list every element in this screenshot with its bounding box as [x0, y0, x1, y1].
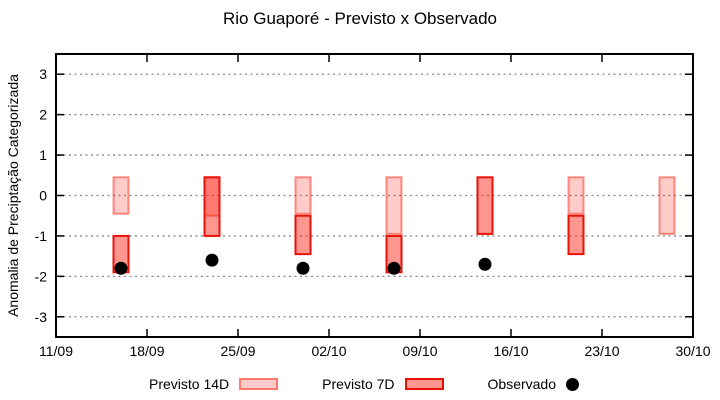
legend-item-previsto-7d: Previsto 7D: [322, 376, 444, 392]
bar-previsto-14d-16/09: [112, 176, 130, 215]
observed-point-07/10: [387, 261, 401, 275]
legend-swatch-previsto-14d: [239, 378, 279, 390]
y-tick-label: 1: [39, 147, 47, 163]
x-tick-label: 11/09: [39, 343, 73, 359]
bar-previsto-14d-07/10: [385, 176, 403, 235]
observed-point-30/09: [296, 261, 310, 275]
legend: Previsto 14D Previsto 7D Observado: [34, 373, 694, 395]
x-tick-label: 25/09: [220, 343, 255, 359]
bar-previsto-7d-30/09: [294, 214, 312, 256]
x-tick-label: 23/10: [584, 343, 619, 359]
x-tick-label: 30/10: [675, 343, 710, 359]
bar-previsto-7d-21/10: [567, 214, 585, 256]
y-tick-label: -3: [35, 309, 48, 325]
legend-swatch-previsto-7d: [404, 378, 444, 390]
y-tick-label: 3: [39, 66, 47, 82]
x-tick-label: 16/10: [493, 343, 528, 359]
legend-label-observado: Observado: [487, 376, 556, 392]
bar-previsto-14d-21/10: [567, 176, 585, 215]
observed-point-16/09: [114, 261, 128, 275]
legend-marker-observado: [566, 377, 579, 391]
chart-title: Rio Guaporé - Previsto x Observado: [222, 9, 497, 28]
y-axis-label: Anomalia de Preciptação Categorizada: [5, 74, 21, 317]
bar-previsto-7d-14/10: [476, 176, 494, 235]
plot-border: [55, 53, 694, 338]
legend-label-previsto-14d: Previsto 14D: [149, 376, 230, 392]
observed-point-14/10: [478, 257, 492, 271]
legend-label-previsto-7d: Previsto 7D: [322, 376, 395, 392]
legend-item-previsto-14d: Previsto 14D: [149, 376, 279, 392]
legend-item-observado: Observado: [488, 376, 579, 392]
bar-previsto-7d-23/09: [203, 176, 221, 237]
observed-point-23/09: [205, 253, 219, 267]
y-tick-label: -1: [35, 228, 48, 244]
y-tick-label: 0: [39, 188, 47, 204]
y-tick-label: 2: [39, 107, 47, 123]
bar-previsto-14d-28/10: [658, 176, 676, 235]
y-tick-label: -2: [35, 268, 48, 284]
bar-previsto-14d-30/09: [294, 176, 312, 215]
x-tick-label: 02/10: [311, 343, 346, 359]
x-tick-label: 18/09: [129, 343, 164, 359]
x-tick-label: 09/10: [402, 343, 437, 359]
